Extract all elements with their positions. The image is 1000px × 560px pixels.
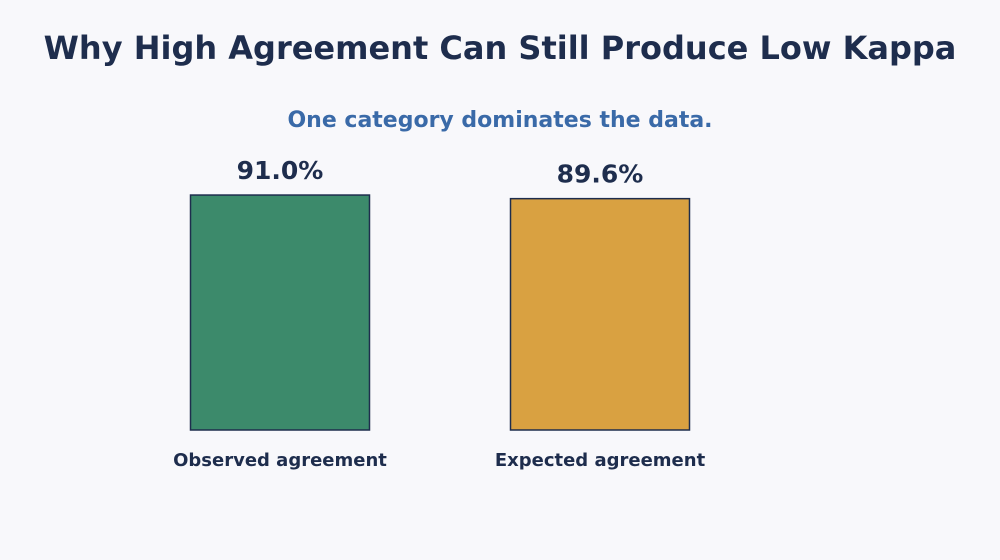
value-label: 91.0% (237, 156, 324, 185)
value-label: 89.6% (557, 160, 644, 189)
chart-title: Why High Agreement Can Still Produce Low… (44, 29, 957, 67)
chart-subtitle: One category dominates the data. (287, 108, 712, 133)
x-tick-label: Expected agreement (495, 450, 706, 471)
bar (509, 197, 691, 431)
x-tick-label: Observed agreement (173, 450, 387, 471)
bar (189, 194, 371, 431)
